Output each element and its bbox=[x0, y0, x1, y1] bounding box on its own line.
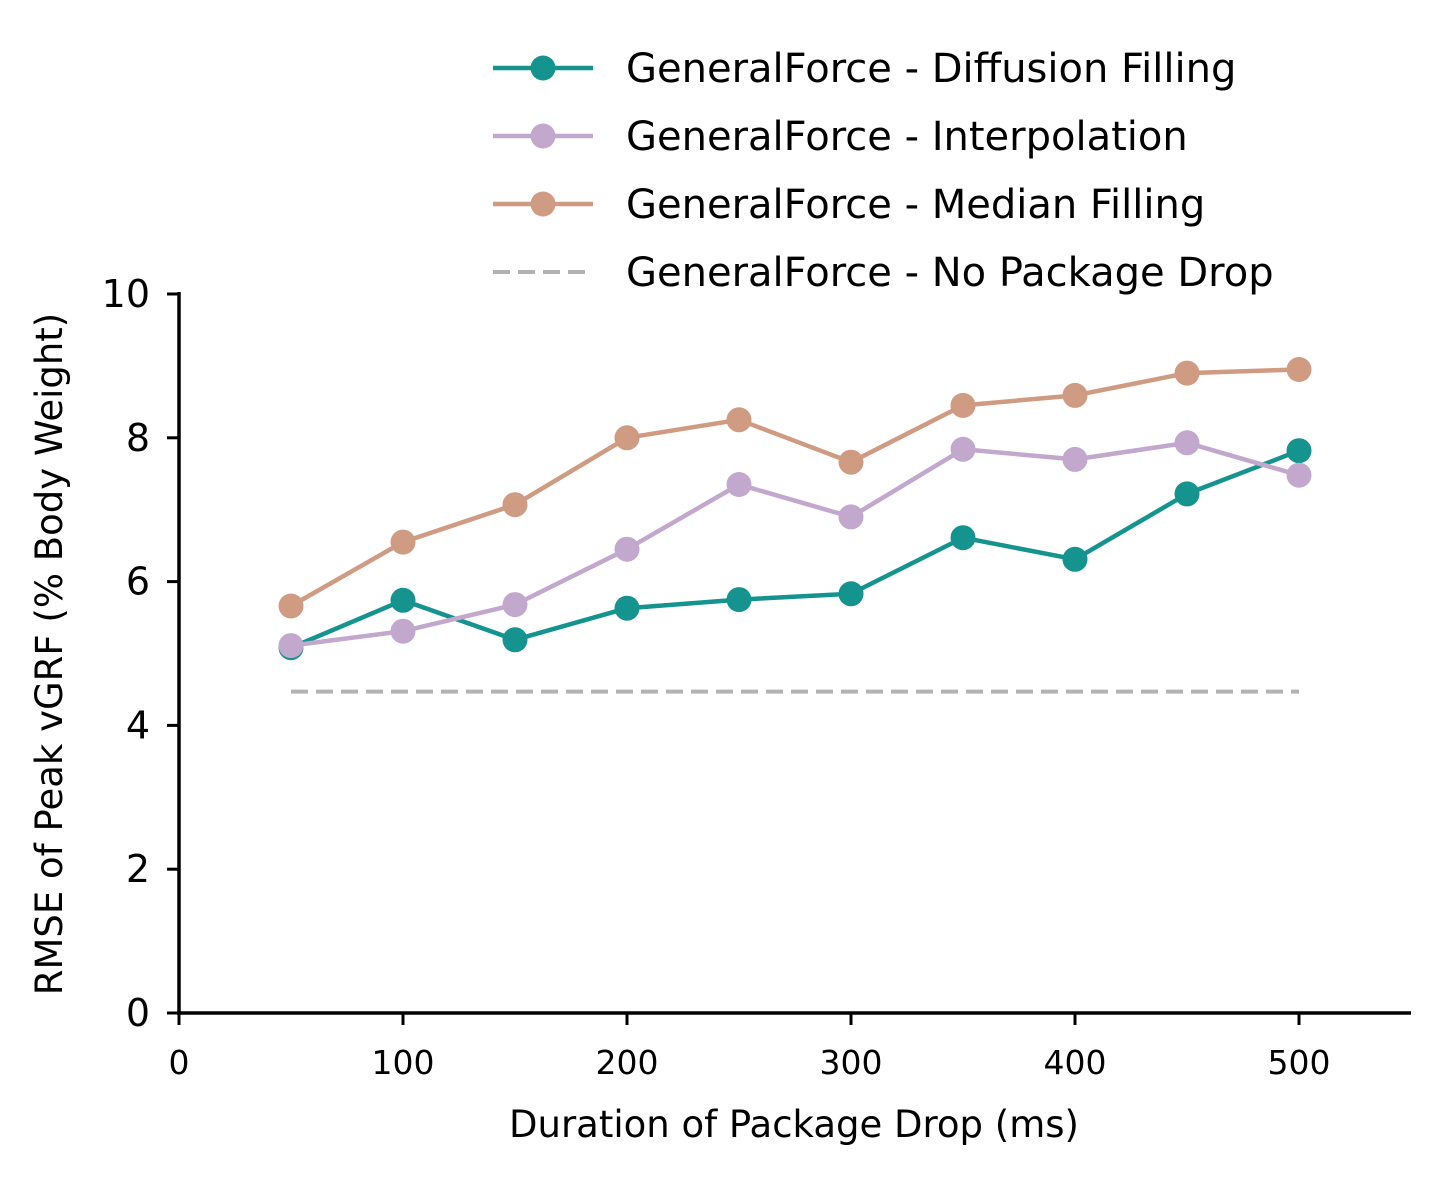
axes bbox=[177, 292, 1411, 1015]
data-point-generalforce-diffusion-filling bbox=[390, 587, 416, 613]
legend-item-generalforce-no-package-drop: GeneralForce - No Package Drop bbox=[493, 250, 1274, 296]
data-point-generalforce-interpolation bbox=[1286, 462, 1312, 488]
y-tick-label: 4 bbox=[126, 703, 150, 747]
x-tick-label: 200 bbox=[596, 1043, 659, 1082]
series-line-generalforce-diffusion-filling bbox=[290, 448, 1300, 650]
y-tick-label: 6 bbox=[126, 560, 150, 604]
data-point-generalforce-diffusion-filling bbox=[726, 587, 752, 613]
legend-marker bbox=[530, 191, 556, 217]
x-tick-label: 100 bbox=[372, 1043, 435, 1082]
data-point-generalforce-median-filling bbox=[838, 449, 864, 475]
y-tick-label: 10 bbox=[102, 272, 150, 316]
legend-item-generalforce-median-filling: GeneralForce - Median Filling bbox=[493, 182, 1205, 228]
data-point-generalforce-interpolation bbox=[1174, 430, 1200, 456]
data-point-generalforce-diffusion-filling bbox=[614, 595, 640, 621]
data-point-generalforce-median-filling bbox=[1286, 357, 1312, 382]
x-tick-label: 400 bbox=[1044, 1043, 1107, 1082]
data-point-generalforce-median-filling bbox=[278, 593, 304, 619]
series-line-generalforce-interpolation bbox=[290, 440, 1300, 648]
legend: GeneralForce - Diffusion Filling GeneralF… bbox=[493, 46, 1274, 296]
legend-label: GeneralForce - Diffusion Filling bbox=[626, 46, 1236, 92]
legend-item-generalforce-interpolation: GeneralForce - Interpolation bbox=[493, 114, 1188, 160]
data-point-generalforce-interpolation bbox=[726, 472, 752, 497]
series-generalforce-diffusion-filling bbox=[278, 438, 1312, 661]
data-point-generalforce-interpolation bbox=[278, 633, 304, 659]
legend-label: GeneralForce - No Package Drop bbox=[626, 250, 1274, 296]
data-point-generalforce-diffusion-filling bbox=[838, 581, 864, 607]
data-point-generalforce-median-filling bbox=[1062, 382, 1088, 408]
data-point-generalforce-interpolation bbox=[614, 536, 640, 562]
series-generalforce-interpolation bbox=[278, 430, 1312, 659]
legend-item-generalforce-diffusion-filling: GeneralForce - Diffusion Filling bbox=[493, 46, 1236, 92]
data-point-generalforce-median-filling bbox=[726, 407, 752, 433]
data-point-generalforce-interpolation bbox=[390, 618, 416, 644]
y-tick-label: 0 bbox=[126, 991, 150, 1035]
legend-label: GeneralForce - Interpolation bbox=[626, 114, 1188, 160]
series-layer bbox=[278, 357, 1312, 694]
data-point-generalforce-median-filling bbox=[614, 425, 640, 451]
x-tick-label: 0 bbox=[169, 1043, 190, 1082]
data-point-generalforce-median-filling bbox=[950, 392, 976, 418]
data-point-generalforce-interpolation bbox=[1062, 446, 1088, 472]
data-point-generalforce-median-filling bbox=[1174, 360, 1200, 386]
data-point-generalforce-interpolation bbox=[502, 592, 528, 618]
x-tick-label: 300 bbox=[820, 1043, 883, 1082]
data-point-generalforce-diffusion-filling bbox=[1174, 481, 1200, 507]
data-point-generalforce-diffusion-filling bbox=[1062, 546, 1088, 572]
y-tick-label: 8 bbox=[126, 416, 150, 460]
data-point-generalforce-median-filling bbox=[502, 492, 528, 518]
x-tick-label: 500 bbox=[1268, 1043, 1331, 1082]
data-point-generalforce-median-filling bbox=[390, 529, 416, 555]
legend-marker bbox=[530, 55, 556, 81]
y-tick-label: 2 bbox=[126, 847, 150, 891]
series-line-generalforce-median-filling bbox=[289, 367, 1300, 608]
data-point-generalforce-diffusion-filling bbox=[502, 627, 528, 653]
legend-label: GeneralForce - Median Filling bbox=[626, 182, 1205, 228]
legend-marker bbox=[530, 123, 556, 149]
y-axis-label: RMSE of Peak vGRF (% Body Weight) bbox=[28, 313, 71, 995]
data-point-generalforce-diffusion-filling bbox=[950, 525, 976, 551]
series-generalforce-median-filling bbox=[278, 357, 1312, 619]
ticks: 0 100 200 300 400 500 0 2 4 6 8 10 bbox=[102, 272, 1331, 1082]
data-point-generalforce-interpolation bbox=[950, 436, 976, 462]
data-point-generalforce-diffusion-filling bbox=[1286, 438, 1312, 464]
x-axis-label: Duration of Package Drop (ms) bbox=[509, 1103, 1079, 1146]
data-point-generalforce-interpolation bbox=[838, 504, 864, 530]
